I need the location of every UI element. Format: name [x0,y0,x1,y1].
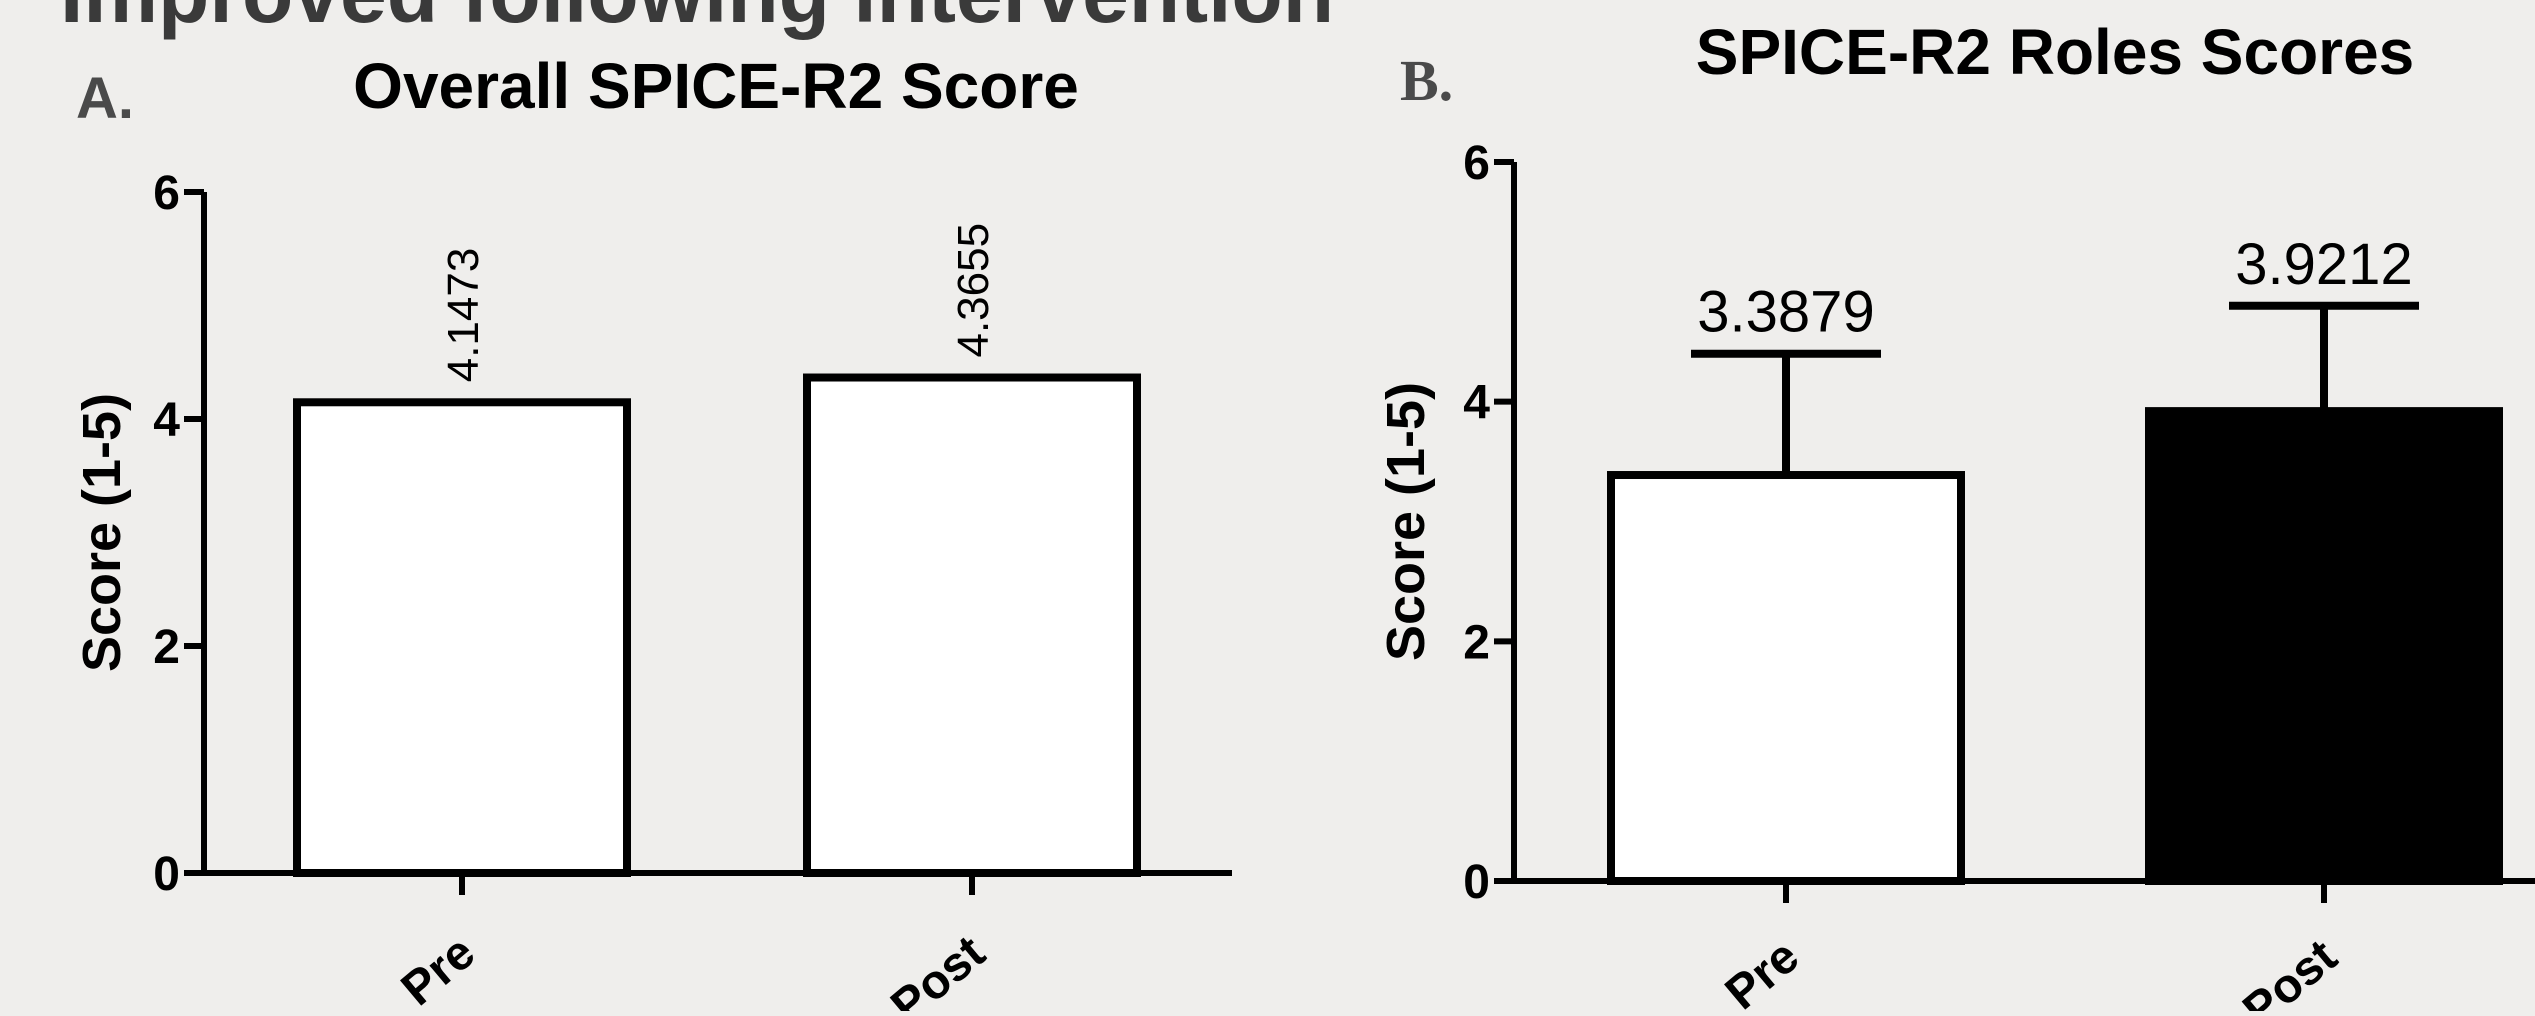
panel-a-title: Overall SPICE-R2 Score [353,50,1079,122]
category-label-b-post: Post [2233,930,2347,1011]
y-tick-label-b-4: 4 [1463,377,1490,430]
category-label-a-pre: Pre [392,926,485,1011]
panel-a-letter: A. [76,66,134,131]
y-axis-label-a: Score (1-5) [72,393,132,672]
y-tick-label-a-0: 0 [153,848,180,901]
y-tick-label-b-2: 2 [1463,616,1490,669]
data-label-a-post: 4.3655 [949,223,998,358]
chart-b: 3.3879 3.9212 0 2 4 6 Pre Post Score (1-5) [1376,137,2535,1016]
y-tick-label-a-4: 4 [153,394,180,447]
y-tick-label-b-0: 0 [1463,856,1490,909]
data-label-b-post: 3.9212 [2235,232,2412,297]
bar-a-post [803,373,1141,877]
bar-b-post [2145,407,2503,885]
panel-b-title: SPICE-R2 Roles Scores [1696,16,2415,88]
y-tick-label-a-6: 6 [153,167,180,220]
y-axis-label-b: Score (1-5) [1376,382,1436,661]
category-label-a-post: Post [881,926,995,1011]
panel-b-letter: B. [1400,48,1453,113]
chart-a: 4.1473 4.3655 0 2 4 6 Pre Post Score (1-5) [72,167,1232,1016]
data-label-b-pre: 3.3879 [1697,280,1874,345]
y-tick-label-b-6: 6 [1463,137,1490,190]
category-label-b-pre: Pre [1716,930,1809,1011]
headline: Improved following intervention [60,0,1334,40]
y-tick-label-a-2: 2 [153,621,180,674]
data-label-a-pre: 4.1473 [439,248,488,383]
bar-a-pre [293,398,631,877]
bar-b-pre [1607,471,1965,885]
